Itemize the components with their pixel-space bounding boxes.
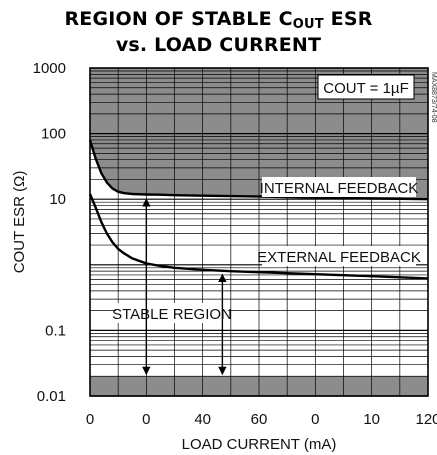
y-tick-label: 0.01 bbox=[37, 388, 66, 405]
x-axis-label: LOAD CURRENT (mA) bbox=[182, 436, 337, 453]
external-feedback-label: EXTERNAL FEEDBACK bbox=[257, 249, 421, 266]
plot-frame bbox=[89, 67, 429, 397]
external-label-bg bbox=[262, 246, 416, 266]
legend-box bbox=[317, 74, 415, 100]
legend-text: COUT = 1µF bbox=[323, 80, 408, 97]
y-tick-label: 100 bbox=[41, 126, 66, 143]
y-tick-label: 1000 bbox=[33, 60, 66, 77]
y-tick-label: 0.1 bbox=[45, 322, 66, 339]
x-tick-label: 40 bbox=[194, 411, 211, 428]
stable-region-label: STABLE REGION bbox=[112, 306, 232, 323]
x-tick-label: 10 bbox=[363, 411, 380, 428]
x-tick-label: 0 bbox=[142, 411, 150, 428]
tick-labels: 1000 100 10 0.1 0.01 0 0 40 60 0 10 120 LOAD CURRENT… bbox=[11, 60, 437, 453]
internal-feedback-label: INTERNAL FEEDBACK bbox=[260, 180, 419, 197]
chart-title-line2: vs. LOAD CURRENT bbox=[115, 34, 322, 56]
y-tick-label: 10 bbox=[49, 191, 66, 208]
annotations: COUT = 1µF MAX8873/74-08 INTERNAL FEEDBACK… bbox=[112, 72, 437, 376]
plot-border bbox=[89, 67, 429, 397]
x-tick-label: 60 bbox=[251, 411, 268, 428]
x-tick-label: 120 bbox=[415, 411, 437, 428]
chart-title-line1: REGION OF STABLE COUT ESR bbox=[64, 8, 373, 32]
x-tick-label: 0 bbox=[311, 411, 319, 428]
x-tick-label: 0 bbox=[86, 411, 94, 428]
internal-label-bg bbox=[262, 177, 416, 197]
figure-code: MAX8873/74-08 bbox=[430, 72, 437, 123]
y-axis-label: COUT ESR (Ω) bbox=[11, 171, 28, 274]
chart-title-subscript: OUT bbox=[292, 17, 324, 32]
